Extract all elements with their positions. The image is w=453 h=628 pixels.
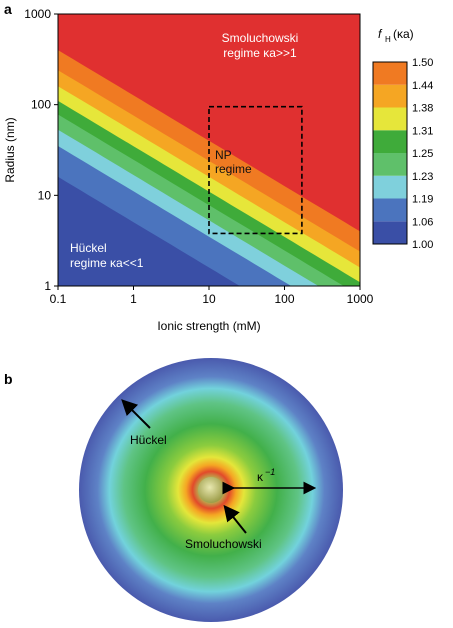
colorbar-swatch [373, 176, 407, 199]
colorbar-title: f H (κa) [378, 27, 414, 44]
y-tick-label: 100 [31, 98, 51, 112]
y-axis-label: Radius (nm) [3, 117, 17, 182]
x-tick-label: 100 [274, 292, 294, 306]
x-tick-label: 10 [202, 292, 216, 306]
colorbar-swatch [373, 153, 407, 176]
colorbar-swatch [373, 130, 407, 153]
colorbar-level-label: 1.23 [412, 171, 433, 183]
y-axis-ticks: 1 10 100 1000 [24, 7, 58, 293]
np-regime-label-line2: regime [215, 162, 252, 176]
colorbar-level-label: 1.25 [412, 148, 433, 160]
panel-a-letter: a [4, 1, 12, 17]
debye-kappa: κ [257, 470, 264, 484]
colorbar-swatch [373, 199, 407, 222]
colorbar-title-f: f [378, 27, 383, 41]
huckel-regime-label-line2: regime κa<<1 [70, 256, 144, 270]
x-tick-label: 0.1 [50, 292, 67, 306]
debye-superscript: −1 [265, 467, 275, 477]
colorbar-title-sub: H [385, 35, 391, 44]
colorbar-level-label: 1.38 [412, 103, 433, 115]
smoluchowski-regime-label-line2: regime κa>>1 [223, 46, 297, 60]
colorbar-level-label: 1.50 [412, 57, 433, 69]
y-tick-label: 10 [38, 188, 52, 202]
x-tick-label: 1 [130, 292, 137, 306]
colorbar-swatch [373, 62, 407, 85]
colorbar: 1.00 1.06 1.19 1.23 1.25 1.31 1.38 1.44 1.50 [373, 57, 433, 251]
colorbar-swatch [373, 108, 407, 131]
colorbar-title-arg: (κa) [393, 27, 414, 41]
colorbar-level-label: 1.19 [412, 194, 433, 206]
x-axis-label: Ionic strength (mM) [157, 319, 260, 333]
smoluchowski-diagram-label: Smoluchowski [185, 537, 262, 551]
colorbar-level-label: 1.44 [412, 80, 433, 92]
colorbar-level-label: 1.00 [412, 239, 433, 251]
colorbar-level-label: 1.06 [412, 216, 433, 228]
x-tick-label: 1000 [347, 292, 374, 306]
y-tick-label: 1 [44, 279, 51, 293]
colorbar-swatch [373, 221, 407, 244]
huckel-regime-label-line1: Hückel [70, 241, 107, 255]
smoluchowski-regime-label-line1: Smoluchowski [222, 31, 299, 45]
colorbar-level-label: 1.31 [412, 125, 433, 137]
x-axis-ticks: 0.1 1 10 100 1000 [50, 286, 374, 306]
panel-b-letter: b [4, 371, 13, 387]
huckel-diagram-label: Hückel [130, 433, 167, 447]
nanoparticle-core [198, 477, 224, 503]
np-regime-label-line1: NP [215, 148, 232, 162]
colorbar-swatch [373, 85, 407, 108]
y-tick-label: 1000 [24, 7, 51, 21]
